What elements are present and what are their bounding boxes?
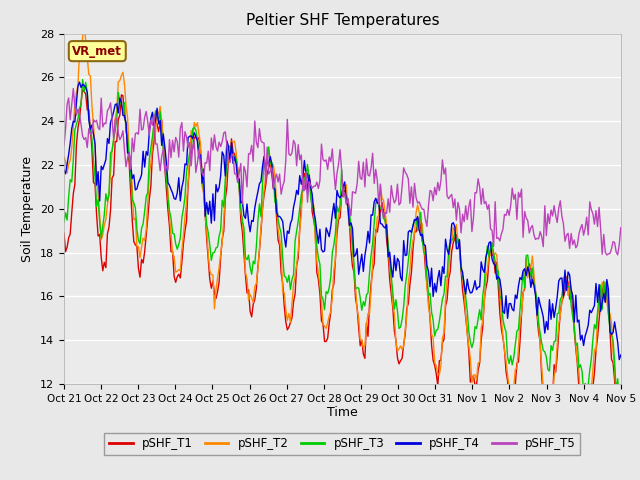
pSHF_T4 (76, 79, 83, 85)
pSHF_T3 (79, 77, 86, 83)
pSHF_T2 (60, 154, 68, 160)
pSHF_T3 (246, 264, 254, 270)
pSHF_T1 (60, 230, 68, 236)
pSHF_T2 (228, 139, 236, 144)
pSHF_T2 (130, 217, 138, 223)
pSHF_T4 (246, 229, 254, 235)
pSHF_T5 (588, 207, 595, 213)
pSHF_T1 (617, 434, 625, 440)
pSHF_T3 (60, 219, 68, 225)
pSHF_T3 (305, 176, 313, 181)
pSHF_T3 (130, 200, 138, 205)
pSHF_T4 (617, 352, 625, 358)
pSHF_T1 (246, 309, 254, 314)
pSHF_T1 (228, 136, 236, 142)
pSHF_T4 (228, 139, 236, 145)
pSHF_T2 (583, 423, 591, 429)
Line: pSHF_T2: pSHF_T2 (64, 24, 621, 426)
pSHF_T4 (588, 310, 595, 315)
pSHF_T2 (617, 413, 625, 419)
Title: Peltier SHF Temperatures: Peltier SHF Temperatures (246, 13, 439, 28)
pSHF_T5 (255, 126, 263, 132)
pSHF_T5 (70, 85, 77, 91)
pSHF_T5 (603, 252, 611, 258)
pSHF_T2 (81, 22, 88, 27)
pSHF_T3 (255, 201, 263, 207)
pSHF_T4 (60, 168, 68, 173)
Line: pSHF_T5: pSHF_T5 (64, 88, 621, 255)
pSHF_T4 (255, 181, 263, 187)
pSHF_T3 (616, 401, 623, 407)
pSHF_T3 (228, 148, 236, 154)
Line: pSHF_T3: pSHF_T3 (64, 80, 621, 404)
pSHF_T4 (130, 172, 138, 178)
pSHF_T3 (617, 400, 625, 406)
pSHF_T5 (246, 151, 254, 157)
pSHF_T5 (60, 143, 68, 148)
Line: pSHF_T4: pSHF_T4 (64, 82, 621, 360)
Legend: pSHF_T1, pSHF_T2, pSHF_T3, pSHF_T4, pSHF_T5: pSHF_T1, pSHF_T2, pSHF_T3, pSHF_T4, pSHF… (104, 433, 580, 455)
pSHF_T1 (130, 239, 138, 244)
pSHF_T3 (588, 356, 595, 362)
Line: pSHF_T1: pSHF_T1 (64, 90, 621, 437)
pSHF_T2 (255, 247, 263, 253)
pSHF_T2 (305, 180, 313, 186)
pSHF_T5 (305, 179, 313, 184)
X-axis label: Time: Time (327, 407, 358, 420)
pSHF_T5 (617, 225, 625, 230)
Y-axis label: Soil Temperature: Soil Temperature (22, 156, 35, 262)
pSHF_T5 (228, 153, 236, 159)
pSHF_T1 (79, 87, 86, 93)
pSHF_T5 (130, 149, 138, 155)
pSHF_T4 (305, 172, 313, 178)
pSHF_T1 (305, 172, 313, 178)
pSHF_T2 (589, 367, 596, 373)
pSHF_T1 (588, 381, 595, 387)
pSHF_T1 (255, 248, 263, 253)
pSHF_T4 (616, 357, 623, 362)
pSHF_T2 (246, 291, 254, 297)
Text: VR_met: VR_met (72, 45, 122, 58)
